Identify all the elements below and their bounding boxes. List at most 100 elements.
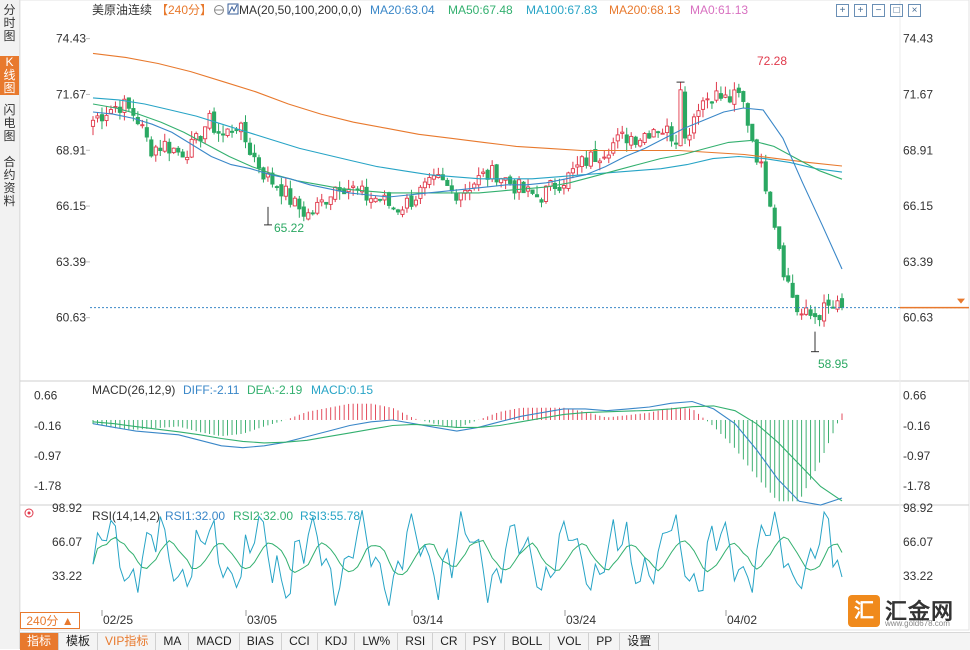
candle-body [839,298,845,309]
candle-body [534,194,540,198]
candle-body [252,152,257,158]
candle-body [386,192,392,206]
candle-body [306,212,311,220]
indicator-tab-boll[interactable]: BOLL [505,633,551,650]
candle-body [458,192,463,201]
indicator-tab-cci[interactable]: CCI [282,633,318,650]
candle-body [822,302,827,322]
rsi3-line [92,536,843,576]
candle-body [709,101,714,104]
ma-indicator-icon-line [228,4,238,14]
candle-body [656,131,661,134]
candle-body [324,201,329,205]
last-price-arrow-icon [957,298,965,304]
rsi-tick-right: 98.92 [903,501,933,515]
candle-body [543,185,549,202]
price-tick-right: 66.15 [903,199,933,213]
candle-body [606,154,611,159]
candle-body [624,134,629,144]
zoom-in-icon[interactable]: + [854,4,867,17]
candle-body [696,110,701,117]
candle-body [485,169,490,180]
indicator-tab-rsi[interactable]: RSI [398,633,434,650]
candle-body [575,164,580,168]
ma50-value: MA50:67.48 [448,3,513,17]
ma100-line [92,97,843,180]
candle-body [714,90,719,101]
candle-body [140,124,145,127]
candle-body [530,189,535,194]
price-tick-right: 68.91 [903,143,933,157]
left-tab-0[interactable]: 分时图 [3,3,16,43]
period-select-button[interactable]: 240分 ▲ [20,612,80,629]
candle-body [718,93,723,99]
candle-body [790,282,795,298]
candle-body [638,139,643,147]
indicator-tab-[interactable]: 设置 [620,633,660,650]
zoom-out-icon[interactable]: − [872,4,885,17]
candle-body [351,185,356,188]
candle-body [364,186,369,201]
indicator-tab-pp[interactable]: PP [589,633,621,650]
candle-body [678,89,683,147]
candle-body [808,309,813,316]
macd-tick-left: 0.66 [34,389,58,403]
left-tab-2[interactable]: 闪电图 [3,103,16,143]
candle-body [185,156,190,161]
candle-body [108,109,113,114]
candle-body [584,157,589,166]
low2-label: 58.95 [818,357,848,371]
candle-body [517,179,522,193]
indicator-tab-macd[interactable]: MACD [189,633,240,650]
candle-body [400,209,405,215]
candle-body [521,181,526,194]
rsi3-value: RSI3:55.78 [300,509,360,523]
candle-body [566,172,571,189]
indicator-tab-bar: 指标 模板 VIP指标 MA MACD BIAS CCI KDJ LW% RSI CR PSY BOLL… [20,632,970,650]
candle-body [615,134,620,142]
price-tick-left: 74.43 [56,32,86,46]
left-tab-3[interactable]: 合约资料 [3,155,16,208]
indicator-tab-psy[interactable]: PSY [466,633,505,650]
chart-symbol: 美原油连续 [92,2,152,17]
macd-tick-left: -1.78 [34,479,62,493]
indicator-tab-[interactable]: 模板 [59,633,99,650]
ma20-value: MA20:63.04 [370,3,435,17]
candle-body [149,139,154,157]
move-icon[interactable]: + [836,4,849,17]
price-tick-right: 74.43 [903,32,933,46]
close-icon[interactable]: × [908,4,921,17]
candle-body [234,129,239,132]
candle-body [539,199,544,203]
indicator-tab-cr[interactable]: CR [433,633,466,650]
candle-body [674,142,679,145]
high-label: 72.28 [757,54,787,68]
candle-body [404,197,410,209]
date-tick-label: 03/14 [413,613,443,627]
indicator-tab-[interactable]: 指标 [20,633,60,650]
indicator-tab-bias[interactable]: BIAS [240,633,283,650]
indicator-tab-vip[interactable]: VIP指标 [98,633,157,650]
chart-period-tag: 【240分】 [156,3,212,17]
indicator-tab-lw[interactable]: LW% [355,633,399,650]
candle-body [454,193,459,201]
indicator-tab-vol[interactable]: VOL [550,633,590,650]
candle-body [247,142,253,155]
candle-body [162,140,167,152]
fullscreen-icon[interactable]: □ [890,4,903,17]
candle-body [225,128,230,137]
candle-body [413,199,418,206]
chart-toolbar: + + − □ × [836,2,926,17]
candle-body [95,115,100,119]
candle-body [620,131,625,134]
macd-dea-value: DEA:-2.19 [247,383,303,397]
price-tick-left: 63.39 [56,255,86,269]
indicator-tab-kdj[interactable]: KDJ [318,633,356,650]
candle-body [777,226,782,249]
rsi-settings-icon[interactable] [24,508,34,518]
candle-body [288,188,293,205]
candle-body [158,147,163,152]
indicator-tab-ma[interactable]: MA [156,633,190,650]
